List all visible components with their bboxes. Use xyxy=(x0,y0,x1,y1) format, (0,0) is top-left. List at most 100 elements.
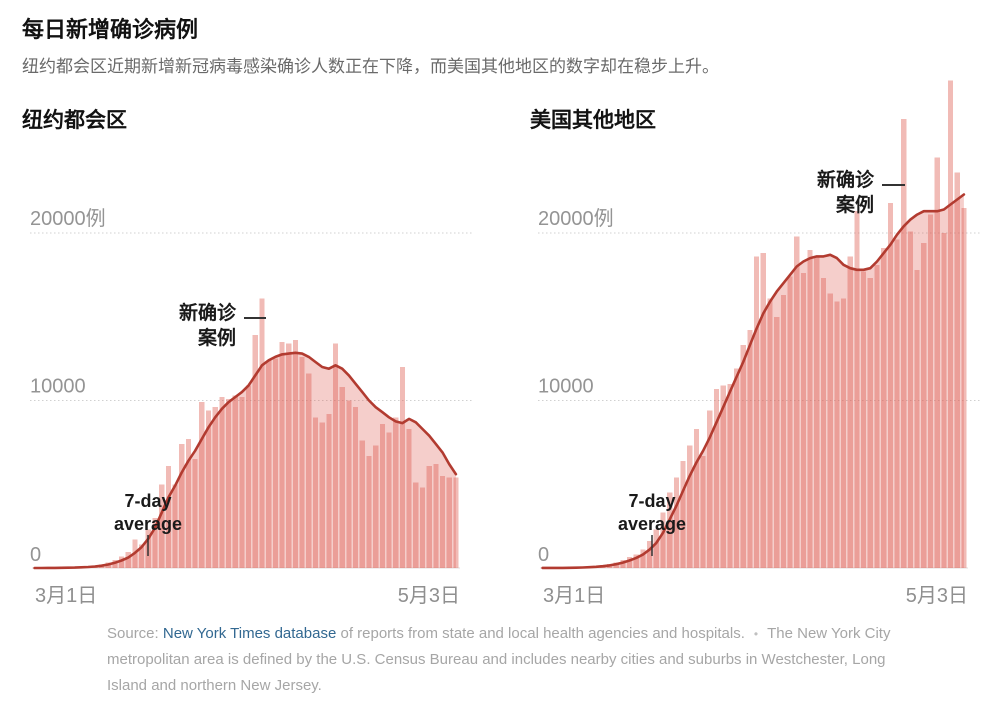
daily-bar xyxy=(740,345,746,568)
daily-bar xyxy=(453,477,459,568)
daily-bar xyxy=(266,360,272,568)
daily-bar xyxy=(727,383,733,568)
daily-bar xyxy=(205,410,212,568)
daily-bar xyxy=(881,248,887,568)
daily-bar xyxy=(232,395,238,568)
daily-bars xyxy=(540,80,967,569)
daily-bar xyxy=(794,236,800,568)
daily-bar xyxy=(680,460,686,568)
daily-bar xyxy=(767,298,773,568)
source-note: Source: New York Times database of repor… xyxy=(107,621,907,699)
daily-bar xyxy=(914,269,920,568)
daily-bar xyxy=(647,541,653,568)
y-axis-label-mid: 10000 xyxy=(30,376,86,398)
daily-bar xyxy=(413,482,419,568)
daily-bar xyxy=(901,119,907,568)
daily-bar xyxy=(840,298,847,568)
daily-bar xyxy=(894,239,900,568)
daily-bar xyxy=(941,233,947,568)
source-rest: of reports from state and local health a… xyxy=(336,625,745,642)
daily-bar xyxy=(159,484,165,568)
daily-bar xyxy=(366,455,372,568)
chart-title-ny-metro: 纽约都会区 xyxy=(22,109,127,132)
daily-bar xyxy=(373,445,379,568)
new-cases-annotation-line2: 案例 xyxy=(835,193,874,216)
daily-bar xyxy=(934,157,940,568)
daily-bar xyxy=(780,294,786,568)
daily-bar xyxy=(787,276,793,568)
chart-title-rest-of-us: 美国其他地区 xyxy=(530,109,656,132)
daily-bar xyxy=(379,423,385,568)
daily-bar xyxy=(807,249,813,568)
daily-bar xyxy=(199,402,205,568)
daily-bar xyxy=(673,477,679,568)
daily-bar xyxy=(921,243,927,569)
chart-section-ny-metro: 纽约都会区 20000例 10000 0 3月1日 5月3日 新确诊 案例 7-day aver… xyxy=(22,0,480,640)
x-axis-label-end: 5月3日 xyxy=(906,585,968,607)
page-subtitle: 纽约都会区近期新增新冠病毒感染确诊人数正在下降，而美国其他地区的数字却在稳步上升… xyxy=(22,57,719,76)
daily-bar xyxy=(626,557,633,568)
y-axis-label-top: 20000例 xyxy=(30,207,106,230)
seven-day-average-line xyxy=(541,193,966,570)
daily-bar xyxy=(907,231,914,568)
daily-bar xyxy=(399,367,406,568)
daily-bar xyxy=(125,552,131,568)
daily-bar xyxy=(814,256,820,568)
daily-bar xyxy=(326,413,332,568)
daily-bar xyxy=(747,330,753,568)
daily-bar xyxy=(954,172,960,568)
daily-bar xyxy=(252,335,258,568)
daily-bar xyxy=(353,407,359,568)
daily-bar xyxy=(874,264,880,568)
source-prefix: Source: xyxy=(107,625,163,642)
y-axis-label-zero: 0 xyxy=(538,544,549,566)
daily-bar xyxy=(847,256,853,568)
daily-bar xyxy=(754,256,760,568)
avg-annotation-line1: 7-day xyxy=(628,491,675,511)
daily-bar xyxy=(700,455,706,568)
daily-bar xyxy=(346,400,352,568)
daily-bar xyxy=(212,407,218,568)
daily-bar xyxy=(947,80,954,568)
daily-bar xyxy=(286,343,292,568)
daily-bar xyxy=(172,484,178,568)
source-note-text: The New York City metropolitan area is d… xyxy=(107,625,891,694)
daily-bar xyxy=(225,398,232,568)
daily-bar xyxy=(867,278,873,568)
daily-bar xyxy=(292,340,299,568)
x-axis-label-end: 5月3日 xyxy=(398,585,460,607)
y-axis-label-top: 20000例 xyxy=(538,207,614,230)
daily-bar xyxy=(733,368,740,568)
daily-bar xyxy=(246,385,252,568)
daily-bar xyxy=(720,385,726,568)
daily-bar xyxy=(359,440,365,568)
daily-bar xyxy=(620,559,626,568)
page-title: 每日新增确诊病例 xyxy=(22,17,199,42)
daily-bar xyxy=(439,475,446,568)
daily-bar xyxy=(192,459,198,568)
daily-bar xyxy=(854,211,860,568)
daily-bar xyxy=(185,439,192,568)
daily-bar xyxy=(152,517,158,568)
bullet-separator: • xyxy=(753,627,759,641)
daily-bar xyxy=(446,477,452,568)
daily-bar xyxy=(433,464,439,568)
daily-bar xyxy=(887,202,893,568)
daily-bar xyxy=(299,356,305,568)
daily-bar xyxy=(272,358,278,568)
daily-bar xyxy=(660,512,666,568)
daily-bar xyxy=(633,554,639,568)
daily-bar xyxy=(426,465,432,568)
source-link[interactable]: New York Times database xyxy=(162,625,337,642)
daily-bar xyxy=(640,549,646,568)
daily-bar xyxy=(760,253,766,568)
daily-bar xyxy=(800,273,807,568)
daily-bar xyxy=(653,529,659,568)
new-cases-annotation-line2: 案例 xyxy=(197,326,236,349)
daily-bar xyxy=(239,397,245,568)
daily-bar xyxy=(687,445,693,568)
seven-day-average-line xyxy=(33,351,458,570)
